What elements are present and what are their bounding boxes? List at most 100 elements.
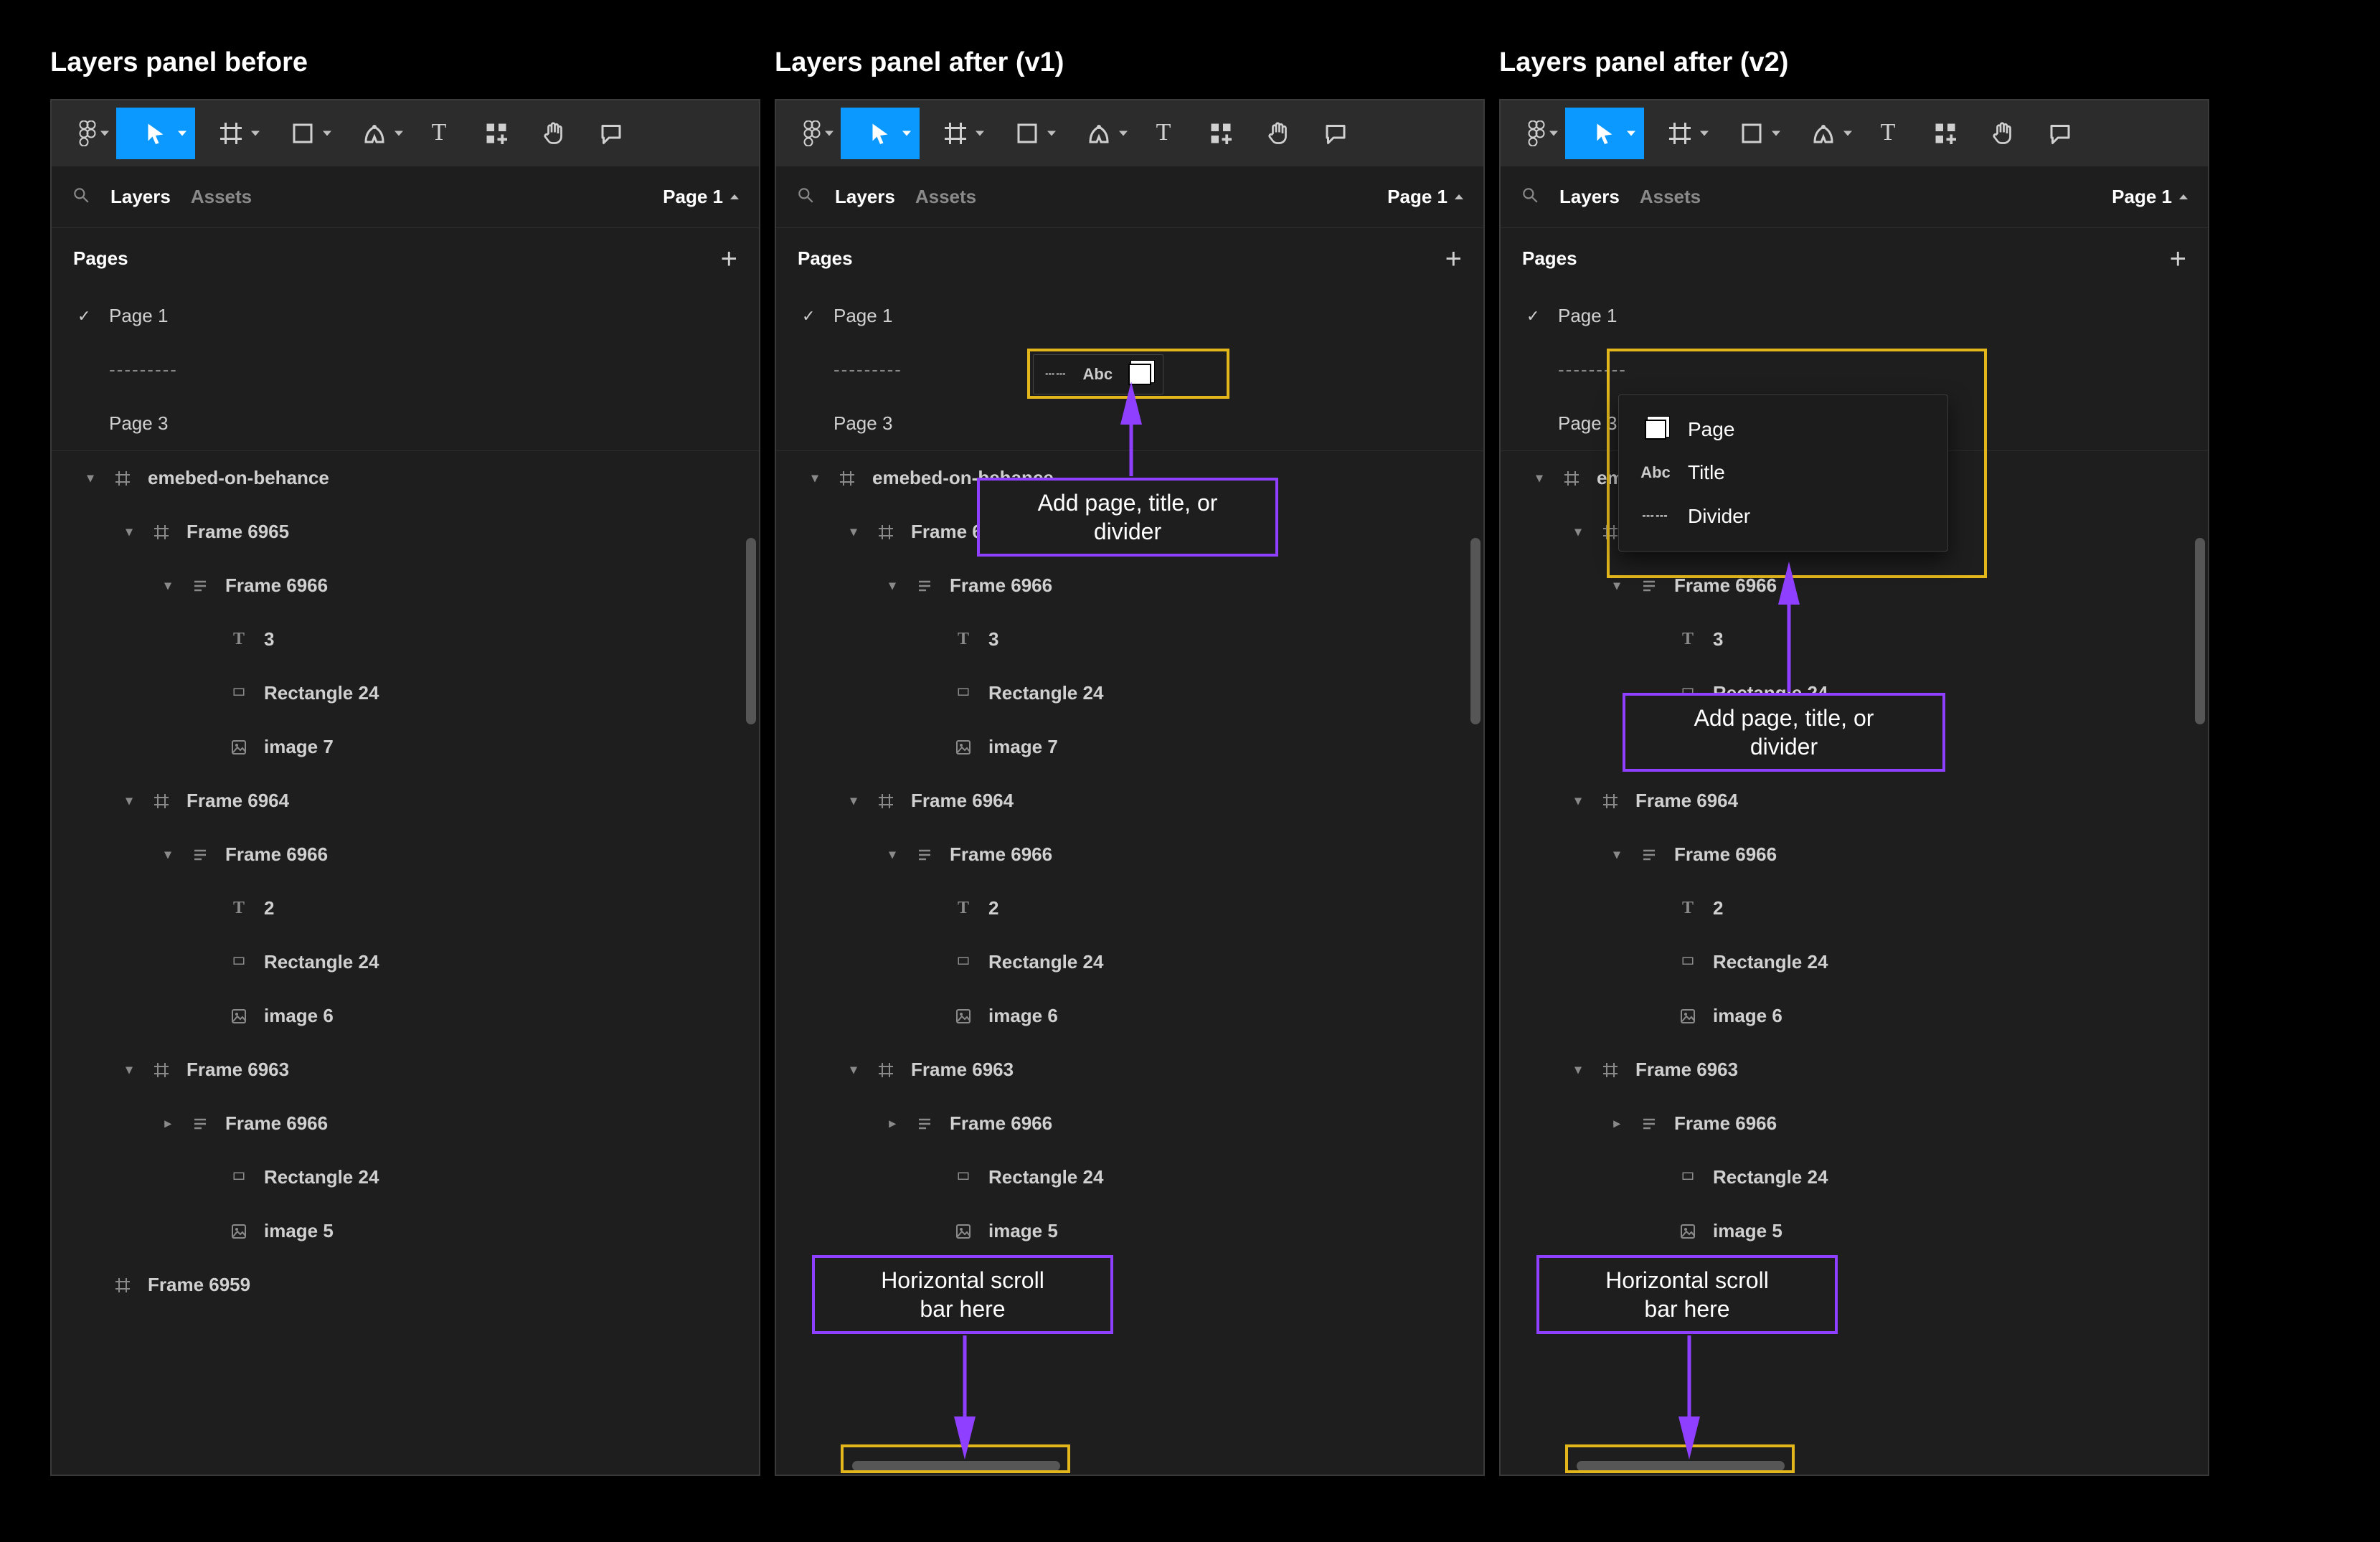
pen-tool[interactable] <box>1788 108 1859 159</box>
caret-icon[interactable] <box>161 1116 175 1131</box>
caret-icon[interactable] <box>1532 470 1546 486</box>
layer-item[interactable]: T2 <box>776 881 1271 935</box>
resources-tool[interactable] <box>1192 108 1250 159</box>
page-item[interactable]: ✓Page 1 <box>776 289 1271 343</box>
caret-icon[interactable] <box>885 847 899 862</box>
comment-tool[interactable] <box>2031 108 2089 159</box>
resources-tool[interactable] <box>1917 108 1974 159</box>
caret-icon[interactable] <box>808 470 822 486</box>
layer-item[interactable]: Rectangle 24 <box>776 935 1271 989</box>
tab-assets[interactable]: Assets <box>915 186 976 208</box>
search-icon[interactable] <box>1521 186 1539 208</box>
add-page-popover[interactable]: Page Abc Title ┄┄ Divider <box>1618 394 1948 552</box>
caret-icon[interactable] <box>846 1062 861 1077</box>
pen-tool[interactable] <box>1063 108 1135 159</box>
layer-item[interactable]: Rectangle 24 <box>52 935 547 989</box>
caret-icon[interactable] <box>1610 847 1624 862</box>
shape-tool[interactable] <box>991 108 1063 159</box>
tab-assets[interactable]: Assets <box>1640 186 1701 208</box>
page-item[interactable]: ✓Page 1 <box>52 289 547 343</box>
layer-item[interactable]: T3 <box>52 612 547 666</box>
page-selector[interactable]: Page 1 <box>2112 186 2188 208</box>
layer-item[interactable]: Frame 6963 <box>52 1043 547 1097</box>
caret-icon[interactable] <box>885 578 899 593</box>
layer-item[interactable]: Rectangle 24 <box>1501 1150 1996 1204</box>
caret-icon[interactable] <box>846 524 861 539</box>
page-item[interactable]: Page 3 <box>52 397 547 450</box>
vertical-scrollbar[interactable] <box>2195 538 2205 724</box>
horizontal-scrollbar[interactable] <box>1577 1461 1785 1471</box>
vertical-scrollbar[interactable] <box>1470 538 1481 724</box>
add-page-button[interactable]: + <box>1445 245 1462 273</box>
vertical-scrollbar[interactable] <box>746 538 756 724</box>
caret-icon[interactable] <box>1610 578 1624 593</box>
text-tool[interactable]: T <box>1859 108 1917 159</box>
layer-item[interactable]: Frame 6964 <box>776 774 1271 828</box>
layer-item[interactable]: T2 <box>52 881 547 935</box>
layer-item[interactable]: Rectangle 24 <box>52 1150 547 1204</box>
layer-item[interactable]: Frame 6964 <box>52 774 547 828</box>
layer-item[interactable]: image 5 <box>1501 1204 1996 1258</box>
figma-logo[interactable] <box>1508 108 1565 159</box>
layer-item[interactable]: Rectangle 24 <box>1501 935 1996 989</box>
layer-item[interactable]: Frame 6966 <box>1501 828 1996 881</box>
caret-icon[interactable] <box>161 847 175 862</box>
layer-item[interactable]: T3 <box>1501 612 1996 666</box>
layer-item[interactable]: Frame 6966 <box>776 559 1271 612</box>
caret-icon[interactable] <box>122 524 136 539</box>
mini-toolbar[interactable]: ┄┄ Abc <box>1033 354 1163 394</box>
layer-item[interactable]: image 6 <box>1501 989 1996 1043</box>
popover-item-title[interactable]: Abc Title <box>1619 451 1947 494</box>
layer-item[interactable]: image 5 <box>52 1204 547 1258</box>
page-item[interactable]: Page 3 <box>776 397 1271 450</box>
layer-item[interactable]: Frame 6963 <box>1501 1043 1996 1097</box>
shape-tool[interactable] <box>1716 108 1788 159</box>
caret-icon[interactable] <box>1571 1062 1585 1077</box>
shape-tool[interactable] <box>267 108 339 159</box>
text-tool[interactable]: T <box>1135 108 1192 159</box>
layer-item[interactable]: image 5 <box>776 1204 1271 1258</box>
caret-icon[interactable] <box>122 1062 136 1077</box>
layer-item[interactable]: Frame 6966 <box>52 828 547 881</box>
caret-icon[interactable] <box>1571 524 1585 539</box>
comment-tool[interactable] <box>582 108 640 159</box>
add-page-button[interactable]: + <box>721 245 737 273</box>
title-icon[interactable]: Abc <box>1083 365 1113 384</box>
page-divider[interactable]: --------- <box>776 343 1271 397</box>
hand-tool[interactable] <box>1250 108 1307 159</box>
move-tool[interactable] <box>841 108 920 159</box>
popover-item-divider[interactable]: ┄┄ Divider <box>1619 494 1947 538</box>
caret-icon[interactable] <box>161 578 175 593</box>
resources-tool[interactable] <box>468 108 525 159</box>
pen-tool[interactable] <box>339 108 410 159</box>
page-selector[interactable]: Page 1 <box>663 186 739 208</box>
layer-item[interactable]: Rectangle 24 <box>776 1150 1271 1204</box>
caret-icon[interactable] <box>846 793 861 808</box>
layer-item[interactable]: Frame 6959 <box>52 1258 547 1312</box>
tab-assets[interactable]: Assets <box>191 186 252 208</box>
figma-logo[interactable] <box>59 108 116 159</box>
caret-icon[interactable] <box>122 793 136 808</box>
search-icon[interactable] <box>796 186 815 208</box>
layer-item[interactable]: Frame 6966 <box>1501 559 1996 612</box>
caret-icon[interactable] <box>1610 1116 1624 1131</box>
frame-tool[interactable] <box>195 108 267 159</box>
tab-layers[interactable]: Layers <box>110 186 171 208</box>
text-tool[interactable]: T <box>410 108 468 159</box>
figma-logo[interactable] <box>783 108 841 159</box>
layer-item[interactable]: Frame 6966 <box>1501 1097 1996 1150</box>
horizontal-scrollbar[interactable] <box>852 1461 1060 1471</box>
layer-item[interactable]: T2 <box>1501 881 1996 935</box>
comment-tool[interactable] <box>1307 108 1364 159</box>
page-selector[interactable]: Page 1 <box>1387 186 1463 208</box>
popover-item-page[interactable]: Page <box>1619 408 1947 451</box>
layer-item[interactable]: image 6 <box>52 989 547 1043</box>
hand-tool[interactable] <box>525 108 582 159</box>
caret-icon[interactable] <box>885 1116 899 1131</box>
page-item[interactable]: ✓Page 1 <box>1501 289 1996 343</box>
move-tool[interactable] <box>1565 108 1644 159</box>
layer-item[interactable]: Frame 6965 <box>52 505 547 559</box>
tab-layers[interactable]: Layers <box>1559 186 1620 208</box>
layer-item[interactable]: image 6 <box>776 989 1271 1043</box>
layer-item[interactable]: Frame 6966 <box>776 1097 1271 1150</box>
